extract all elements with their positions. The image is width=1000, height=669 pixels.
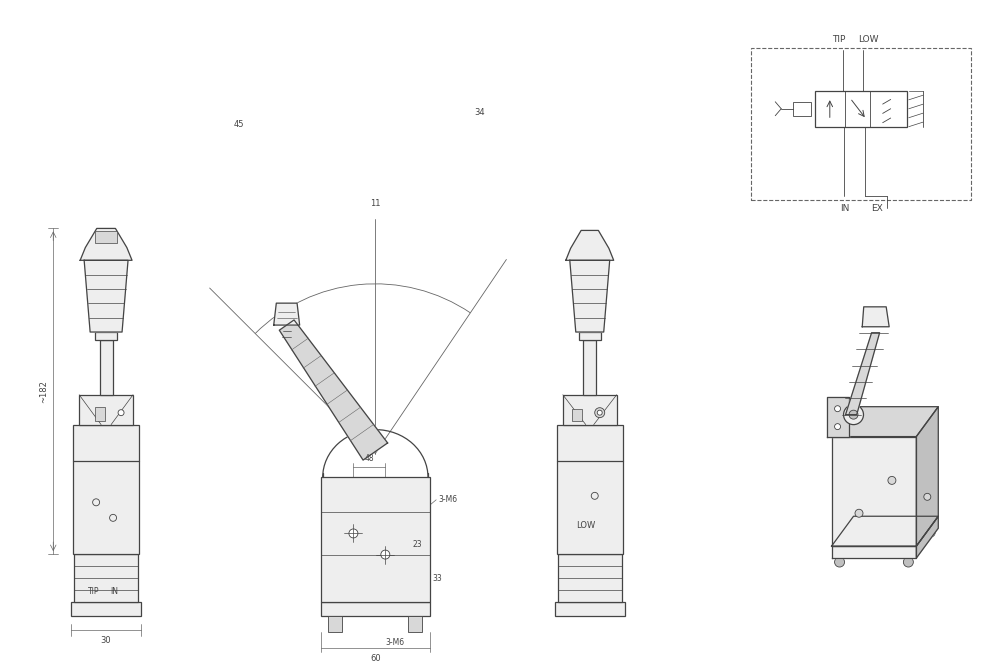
Text: LOW: LOW xyxy=(859,35,879,44)
Bar xyxy=(71,602,141,616)
Bar xyxy=(572,409,582,421)
Text: ~182: ~182 xyxy=(39,380,48,403)
Circle shape xyxy=(835,423,841,429)
Text: 33: 33 xyxy=(432,574,442,583)
Bar xyxy=(563,395,617,425)
Polygon shape xyxy=(570,260,610,332)
Text: 3-M6: 3-M6 xyxy=(438,495,457,504)
Polygon shape xyxy=(832,516,938,546)
Text: 45: 45 xyxy=(234,120,244,129)
Circle shape xyxy=(118,409,124,415)
Bar xyxy=(74,554,138,602)
Bar xyxy=(321,602,430,616)
Circle shape xyxy=(855,509,863,517)
Text: TIP: TIP xyxy=(832,35,845,44)
Polygon shape xyxy=(846,332,880,415)
Bar xyxy=(815,91,907,126)
Bar xyxy=(579,332,601,340)
Bar xyxy=(583,340,596,395)
Circle shape xyxy=(93,499,100,506)
Circle shape xyxy=(925,527,935,537)
Bar xyxy=(95,332,117,340)
Polygon shape xyxy=(279,320,388,460)
Bar xyxy=(73,425,139,554)
Text: IN: IN xyxy=(110,587,118,597)
Text: 48: 48 xyxy=(365,454,374,464)
Bar xyxy=(793,102,811,116)
Polygon shape xyxy=(862,307,889,326)
Bar xyxy=(558,554,622,602)
Polygon shape xyxy=(827,397,849,437)
Text: 23: 23 xyxy=(412,539,422,549)
Bar xyxy=(557,425,623,554)
Text: 3-M6: 3-M6 xyxy=(385,638,404,647)
Text: 11: 11 xyxy=(370,199,381,207)
Text: 30: 30 xyxy=(101,636,111,645)
Text: IN: IN xyxy=(840,203,849,213)
Circle shape xyxy=(857,527,866,537)
Circle shape xyxy=(110,514,117,521)
Polygon shape xyxy=(832,437,916,546)
Bar xyxy=(100,340,113,395)
Circle shape xyxy=(849,410,858,419)
Polygon shape xyxy=(566,230,614,260)
Circle shape xyxy=(888,476,896,484)
Circle shape xyxy=(903,557,913,567)
Circle shape xyxy=(595,407,605,417)
Bar xyxy=(751,48,971,199)
Circle shape xyxy=(844,405,863,425)
Bar xyxy=(95,231,117,243)
Circle shape xyxy=(597,410,602,415)
Circle shape xyxy=(591,492,598,499)
Text: LOW: LOW xyxy=(576,521,595,530)
Circle shape xyxy=(835,557,845,567)
Bar xyxy=(555,602,625,616)
Circle shape xyxy=(381,550,390,559)
Text: 60: 60 xyxy=(370,654,381,663)
Text: TIP: TIP xyxy=(88,587,100,597)
Circle shape xyxy=(924,493,931,500)
Polygon shape xyxy=(80,228,132,260)
Bar xyxy=(321,478,430,602)
Circle shape xyxy=(835,405,841,411)
Polygon shape xyxy=(916,516,938,558)
Text: EX: EX xyxy=(871,203,883,213)
Bar xyxy=(328,616,342,632)
Polygon shape xyxy=(84,260,128,332)
Circle shape xyxy=(349,529,358,538)
Bar xyxy=(408,616,422,632)
Bar xyxy=(95,407,105,421)
Polygon shape xyxy=(832,407,938,437)
Bar xyxy=(79,395,133,425)
Polygon shape xyxy=(274,303,300,325)
Text: 34: 34 xyxy=(474,108,485,117)
Polygon shape xyxy=(832,546,916,558)
Polygon shape xyxy=(916,407,938,546)
